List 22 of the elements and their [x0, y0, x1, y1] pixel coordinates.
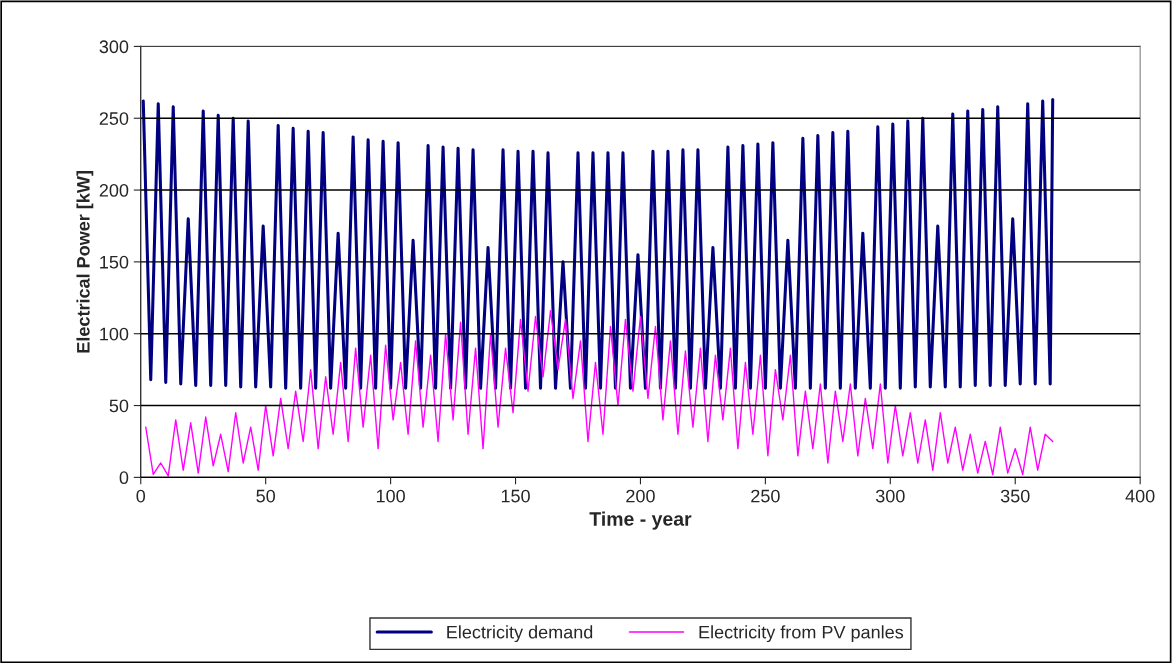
x-tick-label: 50	[256, 489, 276, 503]
y-tick-label: 0	[119, 471, 129, 485]
y-tick-label: 100	[100, 327, 129, 341]
x-tick-label: 300	[875, 489, 905, 503]
y-tick-label: 250	[99, 112, 129, 125]
x-tick-label: 100	[376, 489, 405, 503]
y-axis-title: Electrical Power [kW]	[76, 171, 94, 353]
x-tick-label: 250	[751, 489, 780, 503]
y-tick-label: 50	[109, 399, 129, 413]
x-tick-label: 350	[1000, 489, 1030, 503]
x-tick-label: 150	[501, 489, 530, 503]
legend-label: Electricity demand	[447, 625, 593, 643]
legend-label: Electricity from PV panles	[699, 625, 904, 643]
x-tick-label: 400	[1125, 489, 1155, 503]
x-axis-title: Time - year	[589, 511, 692, 530]
y-tick-label: 300	[99, 40, 129, 54]
line-series	[141, 98, 1055, 390]
y-tick-label: 200	[99, 183, 129, 197]
line-series	[145, 310, 1054, 477]
y-tick-label: 150	[100, 255, 129, 269]
x-tick-label: 200	[626, 489, 655, 503]
x-tick-label: 0	[136, 489, 146, 503]
